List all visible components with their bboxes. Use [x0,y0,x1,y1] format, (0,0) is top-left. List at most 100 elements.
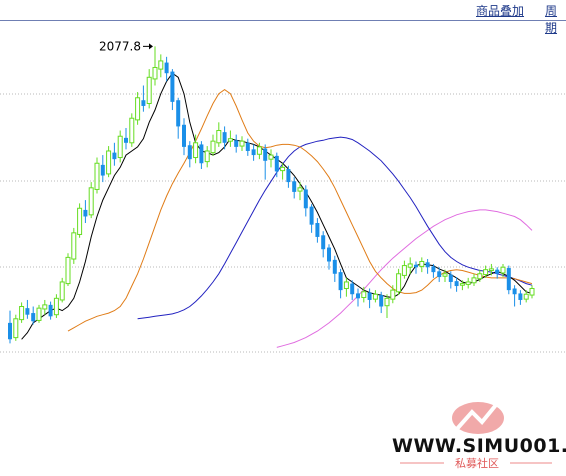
candle [477,269,483,282]
candle-body [36,307,42,321]
overlay-commodity-link[interactable]: 商品叠加 [476,4,525,18]
candle-body [13,318,19,339]
candle-body [71,232,77,260]
candle [112,142,117,166]
candle-body [361,291,367,299]
candle-body [234,140,239,147]
candle [442,269,448,282]
candle-body [292,181,297,192]
candle [327,244,331,270]
candle [407,257,413,274]
candle [350,280,355,300]
period-link[interactable]: 周期 [545,4,558,35]
candle-body [465,281,471,285]
candle [379,291,384,314]
candle-body [414,264,418,268]
candle-body [88,187,94,216]
simu-logo-text: WWW.SIMU001.CN [392,435,566,457]
simu-watermark: WWW.SIMU001.CN 私募社区 [392,396,566,470]
candle [523,290,529,303]
candle-body [193,142,199,159]
candle [367,288,372,309]
candle [459,280,465,291]
candle [396,268,402,296]
candle [31,306,36,325]
candle [343,277,349,297]
candle [448,271,453,289]
candle [19,302,25,323]
candle-body [112,152,117,160]
candle-body [94,162,100,190]
candle [454,277,459,292]
candle-body [338,272,343,291]
candle-body [106,150,112,175]
header-divider [0,20,566,21]
candle-body [19,306,25,321]
candle-body [239,140,245,147]
candle-body [48,304,53,317]
grid-lines [0,93,566,353]
candle-body [372,293,378,300]
candle [227,130,233,147]
candle [135,92,141,125]
candle [222,126,227,150]
candle-body [268,154,274,160]
candle [239,136,245,151]
candle [483,265,489,278]
candle-body [315,223,320,237]
candle [117,130,123,163]
candle [129,113,135,147]
candle [48,301,53,320]
candle [297,182,303,201]
candle-body [83,209,88,217]
candle-body [401,265,407,276]
candle [401,260,407,279]
candle-body [8,322,12,340]
candle-body [367,292,372,300]
candle [25,299,30,319]
candle [152,46,158,86]
candle-body [245,142,250,151]
candle [419,257,425,273]
candle-body [53,297,59,316]
candle [495,267,500,279]
candle [292,177,297,199]
candle [106,146,112,178]
candle [356,288,360,307]
candle [321,231,326,258]
candle-body [187,145,192,160]
candle [500,263,506,278]
candle [471,273,477,287]
candle-body [199,144,204,164]
candle [170,69,175,111]
candle [372,290,378,303]
candle-body [297,187,303,192]
candle-body [419,260,425,267]
candle-body [407,263,413,268]
candle-body [274,155,279,172]
candle-body [158,60,164,70]
candle [141,85,146,112]
candle [465,277,471,289]
candle-body [117,135,123,159]
ma10-line [67,88,533,332]
candle [390,285,396,304]
candle [506,265,511,295]
candle-body [471,277,477,284]
candle [199,141,204,169]
candle-body [518,293,523,300]
candle [338,268,343,299]
candle-body [437,271,442,278]
candle-body [442,273,448,277]
candle [263,144,268,180]
candle [13,314,19,341]
candle-body [77,207,83,235]
candle [65,253,71,287]
candle [42,299,48,315]
candle-body [124,137,128,143]
candle-body [152,66,158,80]
candle-body [459,283,465,286]
candle [8,310,12,344]
candle [187,141,192,168]
candle-body [356,293,360,299]
